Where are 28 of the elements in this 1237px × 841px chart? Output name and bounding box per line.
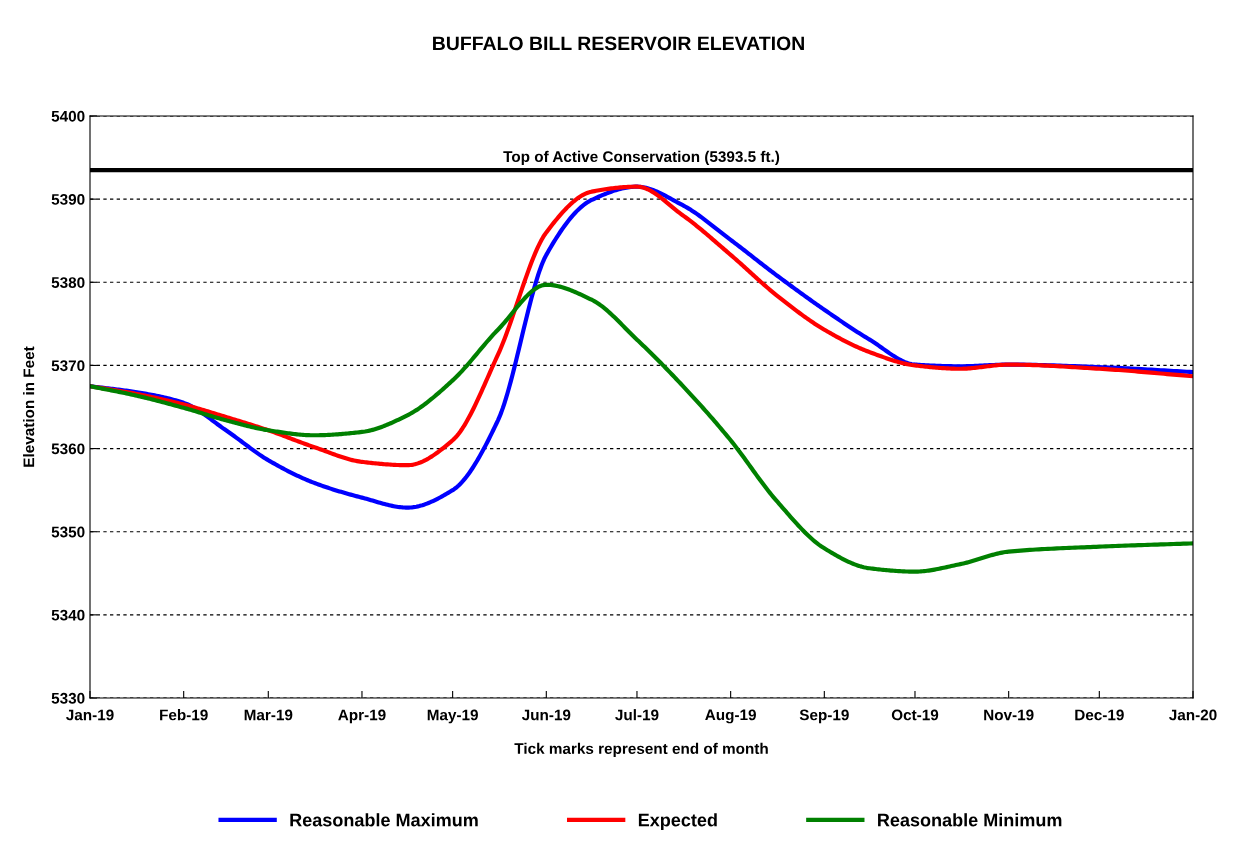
x-tick-label: Mar-19 bbox=[244, 709, 293, 721]
y-tick-label: 5350 bbox=[51, 526, 85, 538]
x-tick-label: Jan-19 bbox=[66, 709, 114, 721]
x-tick-label: May-19 bbox=[427, 709, 478, 724]
y-tick-label: 5330 bbox=[51, 692, 85, 704]
x-axis-title: Tick marks represent end of month bbox=[514, 742, 768, 758]
y-tick-label: 5400 bbox=[51, 110, 85, 122]
x-tick-label: Nov-19 bbox=[984, 709, 1034, 721]
x-tick-label: Sep-19 bbox=[799, 709, 849, 724]
legend-label: Reasonable Minimum bbox=[878, 813, 1062, 827]
y-tick-label: 5380 bbox=[51, 277, 85, 288]
legend-label: Expected bbox=[638, 813, 717, 831]
y-tick-label: 5360 bbox=[51, 443, 85, 455]
chart-title: BUFFALO BILL RESERVOIR ELEVATION bbox=[433, 36, 804, 51]
x-tick-label: Dec-19 bbox=[1075, 709, 1124, 721]
ref-line-label: Top of Active Conservation (5393.5 ft.) bbox=[503, 150, 780, 166]
x-tick-label: Oct-19 bbox=[891, 709, 939, 721]
x-tick-label: Feb-19 bbox=[160, 709, 208, 721]
x-tick-label: Aug-19 bbox=[705, 709, 756, 724]
y-tick-label: 5390 bbox=[51, 194, 85, 205]
x-tick-label: Apr-19 bbox=[338, 709, 386, 724]
y-tick-label: 5340 bbox=[51, 609, 85, 621]
y-tick-label: 5370 bbox=[51, 360, 85, 372]
x-tick-label: Jan-20 bbox=[1169, 709, 1217, 721]
legend-label: Reasonable Maximum bbox=[290, 813, 478, 827]
x-tick-label: Jun-19 bbox=[521, 709, 571, 721]
y-axis-title: Elevation in Feet bbox=[23, 346, 35, 467]
x-tick-label: Jul-19 bbox=[615, 709, 659, 721]
